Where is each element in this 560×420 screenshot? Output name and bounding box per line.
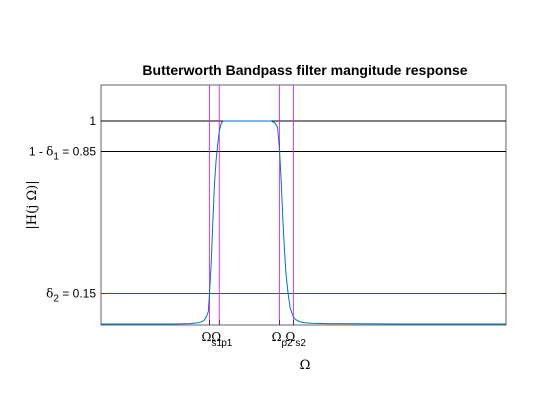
y-tick-label-1: 1 - δ1 = 0.85	[29, 144, 96, 162]
magnitude-curve-group	[101, 120, 506, 325]
x-tick-label-p1: Ωp1	[211, 330, 233, 349]
x-tick-label-s1: Ωs1	[202, 330, 223, 349]
reference-lines	[101, 120, 506, 295]
x-tick-label-s2: Ωs2	[285, 330, 306, 349]
y-tick-label-2: δ2 = 0.15	[46, 287, 96, 305]
plot-area	[100, 84, 507, 326]
magnitude-curve-0	[101, 120, 506, 325]
y-tick-labels: 1 1 - δ1 = 0.85 δ2 = 0.15	[29, 114, 506, 305]
x-axis-label: Ω	[300, 358, 311, 373]
chart-title: Butterworth Bandpass filter mangitude re…	[142, 62, 467, 78]
band-edge-lines	[209, 85, 294, 325]
y-tick-label-0: 1	[89, 114, 96, 128]
x-tick-label-p2: Ωp2	[272, 330, 294, 349]
y-axis-label: |H(j Ω)|	[25, 180, 40, 229]
